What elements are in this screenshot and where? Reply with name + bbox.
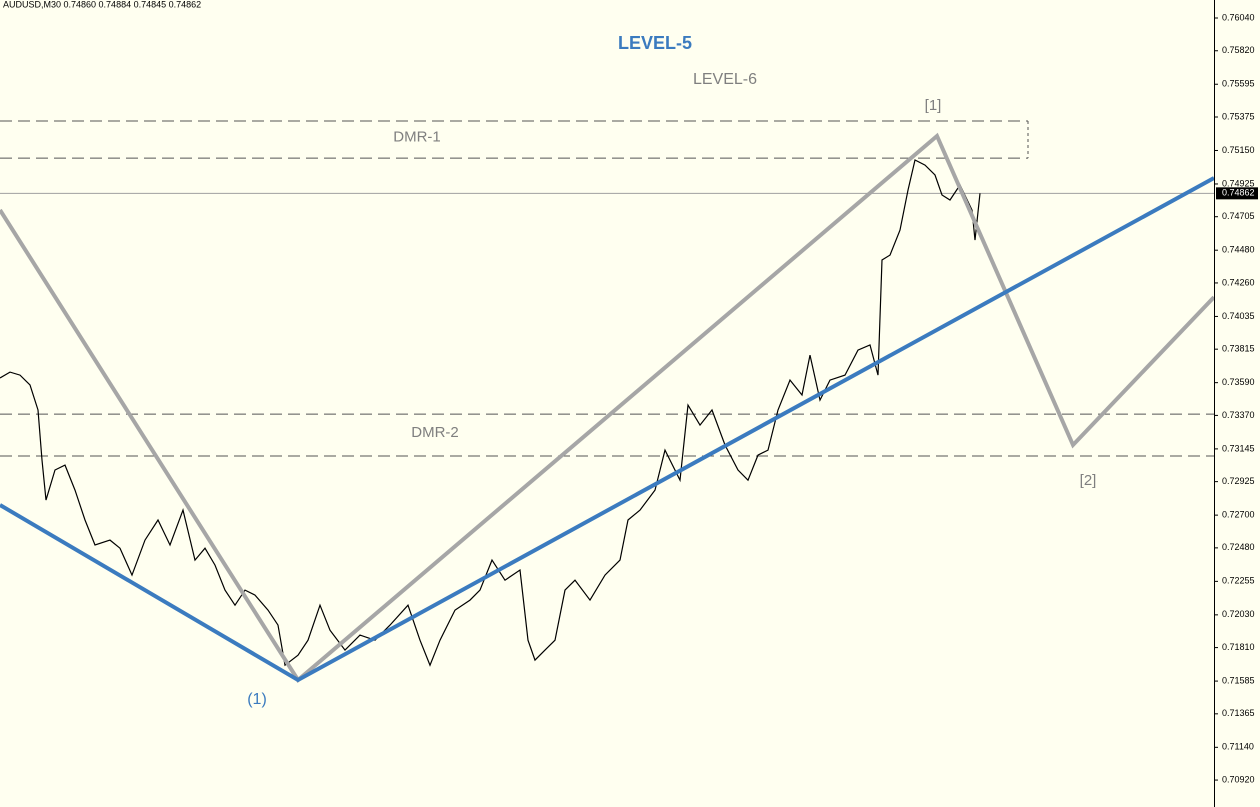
annotation: [1] [925,97,942,114]
price-label-box [1216,187,1258,200]
axis-panel [1214,0,1260,807]
y-tick-label: 0.72925 [1222,476,1255,486]
y-tick-label: 0.73590 [1222,377,1255,387]
wave-line [0,176,1215,683]
y-tick-label: 0.75375 [1222,111,1255,121]
y-tick-label: 0.71810 [1222,642,1255,652]
annotation: (1) [247,691,267,708]
price-line [0,159,981,667]
y-tick-label: 0.74705 [1222,211,1255,221]
y-tick-label: 0.72700 [1222,510,1255,520]
zone-label: DMR-2 [411,424,459,441]
y-tick-label: 0.71140 [1222,742,1254,752]
y-tick-label: 0.71365 [1222,708,1255,718]
y-tick-label: 0.74480 [1222,245,1255,255]
y-tick-label: 0.75820 [1222,45,1255,55]
y-tick-label: 0.74035 [1222,311,1255,321]
y-tick-label: 0.74925 [1222,178,1255,188]
y-tick-label: 0.73370 [1222,410,1255,420]
y-tick-label: 0.76040 [1222,12,1255,22]
y-tick-label: 0.71585 [1222,675,1255,685]
chart-header: AUDUSD,M30 0.74860 0.74884 0.74845 0.748… [3,0,201,9]
y-tick-label: 0.72255 [1222,576,1255,586]
price-label: 0.74862 [1222,188,1255,198]
y-tick-label: 0.72030 [1222,609,1255,619]
y-tick-label: 0.70920 [1222,774,1255,784]
y-tick-label: 0.75595 [1222,79,1255,89]
wave-line [0,132,1216,684]
y-tick-label: 0.72480 [1222,542,1255,552]
annotation: LEVEL-6 [693,71,757,88]
annotation: LEVEL-5 [618,33,692,53]
y-tick-label: 0.74260 [1222,277,1255,287]
annotation: [2] [1080,472,1097,489]
zone-label: DMR-1 [393,129,441,146]
y-tick-label: 0.75150 [1222,145,1255,155]
y-tick-label: 0.73815 [1222,344,1255,354]
y-tick-label: 0.73145 [1222,443,1255,453]
